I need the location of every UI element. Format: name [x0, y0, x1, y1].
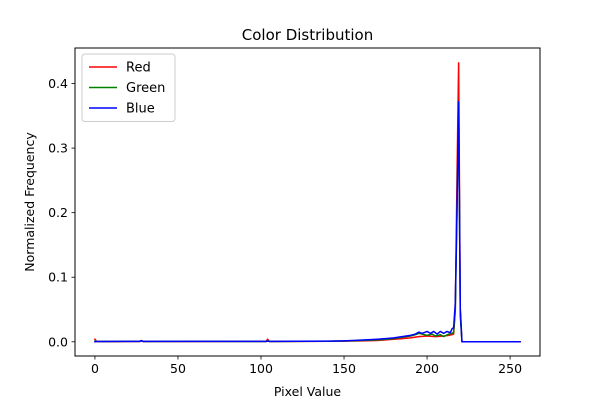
x-axis-label: Pixel Value [274, 384, 342, 399]
x-tick-label: 100 [249, 361, 273, 376]
y-tick-label: 0.1 [48, 270, 68, 285]
x-tick-label: 250 [498, 361, 522, 376]
plot-frame [74, 47, 541, 357]
y-tick-label: 0.3 [48, 141, 68, 156]
x-tick-label: 200 [415, 361, 439, 376]
x-tick-label: 50 [170, 361, 186, 376]
legend-label-green: Green [126, 81, 165, 96]
x-tick-label: 0 [91, 361, 99, 376]
y-axis-label: Normalized Frequency [22, 132, 37, 272]
x-tick-label: 150 [332, 361, 356, 376]
x-axis: 0 50 100 150 200 250 [91, 356, 522, 376]
series-layer [93, 62, 521, 343]
y-tick-label: 0.2 [48, 205, 68, 220]
y-tick-label: 0.0 [48, 334, 68, 349]
y-axis: 0.0 0.1 0.2 0.3 0.4 [48, 76, 75, 349]
y-tick-label: 0.4 [48, 76, 68, 91]
legend-label-blue: Blue [126, 102, 155, 117]
legend-box [81, 53, 176, 122]
series-line-blue [94, 100, 521, 343]
legend-label-red: Red [126, 61, 151, 76]
legend: Red Green Blue [81, 53, 176, 122]
chart-title: Color Distribution [242, 26, 373, 44]
